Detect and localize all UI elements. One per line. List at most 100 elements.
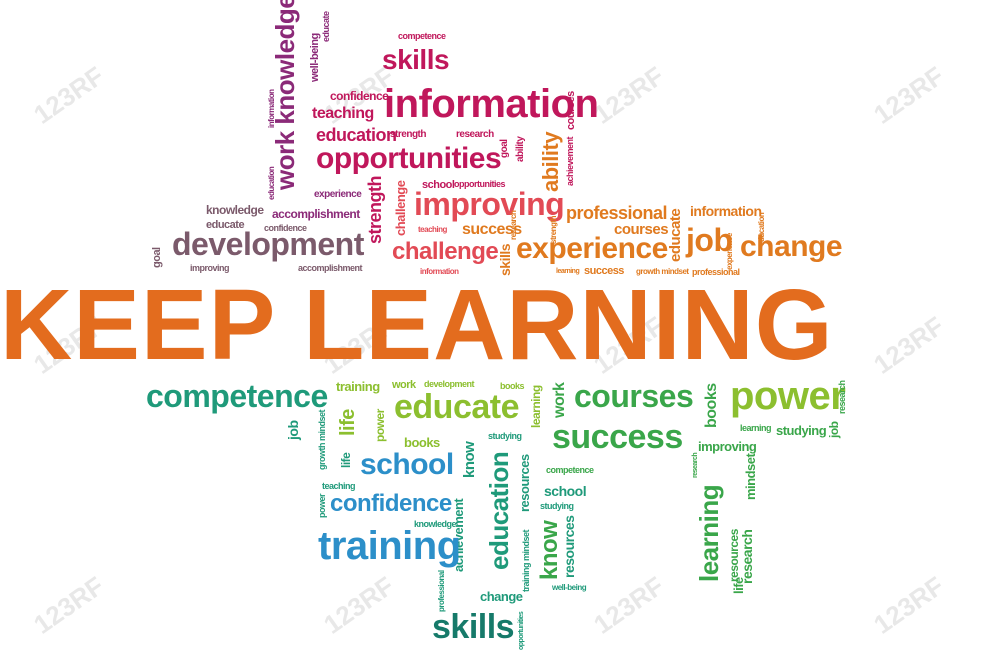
- word-competence-sm: competence: [546, 465, 594, 475]
- word-courses-bottom: courses: [574, 378, 694, 414]
- watermark-logo: 123RF: [868, 570, 950, 640]
- word-education-top: education: [316, 125, 397, 145]
- word-research-vertical-4: research: [739, 529, 755, 584]
- word-know-vertical-large: know: [536, 520, 563, 580]
- word-ability: ability: [538, 131, 563, 192]
- word-information: information: [267, 89, 276, 129]
- word-education-vertical-bottom: education: [484, 451, 514, 570]
- word-achievement: achievement: [565, 136, 575, 186]
- word-life-vertical-2: life: [339, 452, 353, 468]
- word-challenge: challenge: [392, 238, 499, 265]
- word-accomplishment: accomplishment: [272, 207, 360, 221]
- word-work-sm: work: [392, 379, 416, 391]
- word-strength-vertical: strength: [365, 176, 385, 244]
- word-success-sm: success: [584, 265, 624, 277]
- word-ability-sm: ability: [515, 136, 526, 162]
- word-skills-large: skills: [432, 608, 515, 646]
- word-skills: skills: [382, 44, 450, 75]
- word-improving-sm: improving: [190, 263, 230, 273]
- word-power-bottom: power: [730, 374, 846, 418]
- word-educate-bottom: educate: [394, 388, 520, 426]
- word-school: school: [422, 179, 455, 191]
- word-research-vertical-2: research: [837, 380, 847, 414]
- watermark-logo: 123RF: [588, 570, 670, 640]
- word-educate-vertical: educate: [667, 208, 684, 262]
- word-educate: educate: [321, 11, 331, 42]
- word-confidence: confidence: [330, 89, 389, 103]
- word-research-vertical-3: research: [692, 452, 699, 478]
- word-educate-sm: educate: [206, 219, 245, 231]
- word-resources-vertical: resources: [517, 454, 532, 512]
- word-job-vertical: job: [285, 420, 301, 441]
- word-well-being: well-being: [552, 583, 587, 592]
- word-teaching-sm-bottom: teaching: [322, 481, 356, 491]
- word-learning-sm-bottom: learning: [740, 423, 772, 433]
- word-power-vertical: power: [373, 409, 387, 442]
- word-learning-vertical: learning: [529, 385, 543, 428]
- word-opportunities-sm: opportunities: [454, 179, 506, 189]
- word-competence-large: competence: [146, 378, 328, 414]
- word-professional: professional: [566, 203, 668, 223]
- word-job: job: [686, 222, 733, 258]
- word-books-vertical: books: [703, 383, 720, 428]
- word-competence: competence: [398, 31, 446, 41]
- word-teaching: teaching: [312, 105, 374, 122]
- word-opportunities-vertical: opportunities: [518, 611, 525, 650]
- word-growth-mindset-vertical: growth mindset: [317, 410, 327, 470]
- word-resources-vertical-2: resources: [561, 515, 577, 578]
- watermark-logo: 123RF: [868, 60, 950, 130]
- word-information-sm: information: [420, 267, 459, 276]
- word-books-sm: books: [500, 381, 525, 391]
- watermark-logo: 123RF: [318, 570, 400, 640]
- word-challenge-vertical: challenge: [393, 180, 408, 236]
- word-school-sm: school: [544, 483, 587, 499]
- word-courses-top: courses: [614, 221, 669, 238]
- word-training-sm: training: [336, 379, 380, 394]
- word-development: development: [172, 226, 364, 262]
- word-development-sm: development: [424, 379, 475, 389]
- word-life-vertical: life: [337, 409, 359, 436]
- word-information-right: information: [690, 203, 762, 219]
- keep-learning-headline: KEEP LEARNING: [0, 269, 834, 381]
- word-know-vertical: know: [461, 441, 478, 478]
- word-success: success: [462, 221, 522, 238]
- word-life-vertical-3: life: [731, 577, 746, 594]
- word-improving: improving: [414, 186, 565, 222]
- word-confidence-sm: confidence: [264, 223, 307, 233]
- word-opportunities: opportunities: [316, 142, 502, 175]
- word-experience-sm: experience: [314, 189, 362, 200]
- word-teaching-sm: teaching: [418, 225, 447, 234]
- word-courses: courses: [565, 91, 577, 130]
- word-learning-vertical-large: learning: [694, 484, 724, 582]
- word-confidence-bottom: confidence: [330, 490, 452, 517]
- word-accomplishment-sm: accomplishment: [298, 263, 363, 273]
- word-research: research: [456, 129, 494, 140]
- word-growth-mindset: growth mindset: [636, 267, 689, 276]
- word-change-sm: change: [480, 589, 523, 604]
- word-studying: studying: [776, 423, 827, 438]
- word-goal-vertical: goal: [151, 247, 163, 268]
- word-strength: strength: [390, 129, 427, 140]
- word-job-vertical-2: job: [827, 421, 841, 439]
- word-success-bottom: success: [552, 418, 683, 456]
- word-professional-sm: professional: [692, 267, 740, 277]
- word-goal: goal: [499, 139, 510, 158]
- word-school-large: school: [360, 448, 454, 481]
- word-information-large: information: [384, 82, 599, 126]
- watermark-logo: 123RF: [28, 570, 110, 640]
- word-knowledge-sm: knowledge: [414, 519, 457, 529]
- word-education: education: [267, 166, 276, 200]
- word-experience: experience: [516, 232, 668, 265]
- word-change: change: [740, 230, 843, 263]
- watermark-logo: 123RF: [588, 60, 670, 130]
- word-power-vertical-2: power: [317, 493, 327, 518]
- word-knowledge: knowledge: [206, 203, 264, 217]
- word-training-large: training: [318, 524, 461, 568]
- word-experience-vertical: experience: [725, 233, 734, 270]
- word-improving-bottom: improving: [698, 439, 757, 454]
- word-well-being: well-being: [309, 33, 321, 82]
- word-books-sm-2: books: [404, 435, 440, 450]
- word-studying-sm-2: studying: [540, 501, 574, 511]
- word-mindset-vertical: mindset: [743, 453, 758, 500]
